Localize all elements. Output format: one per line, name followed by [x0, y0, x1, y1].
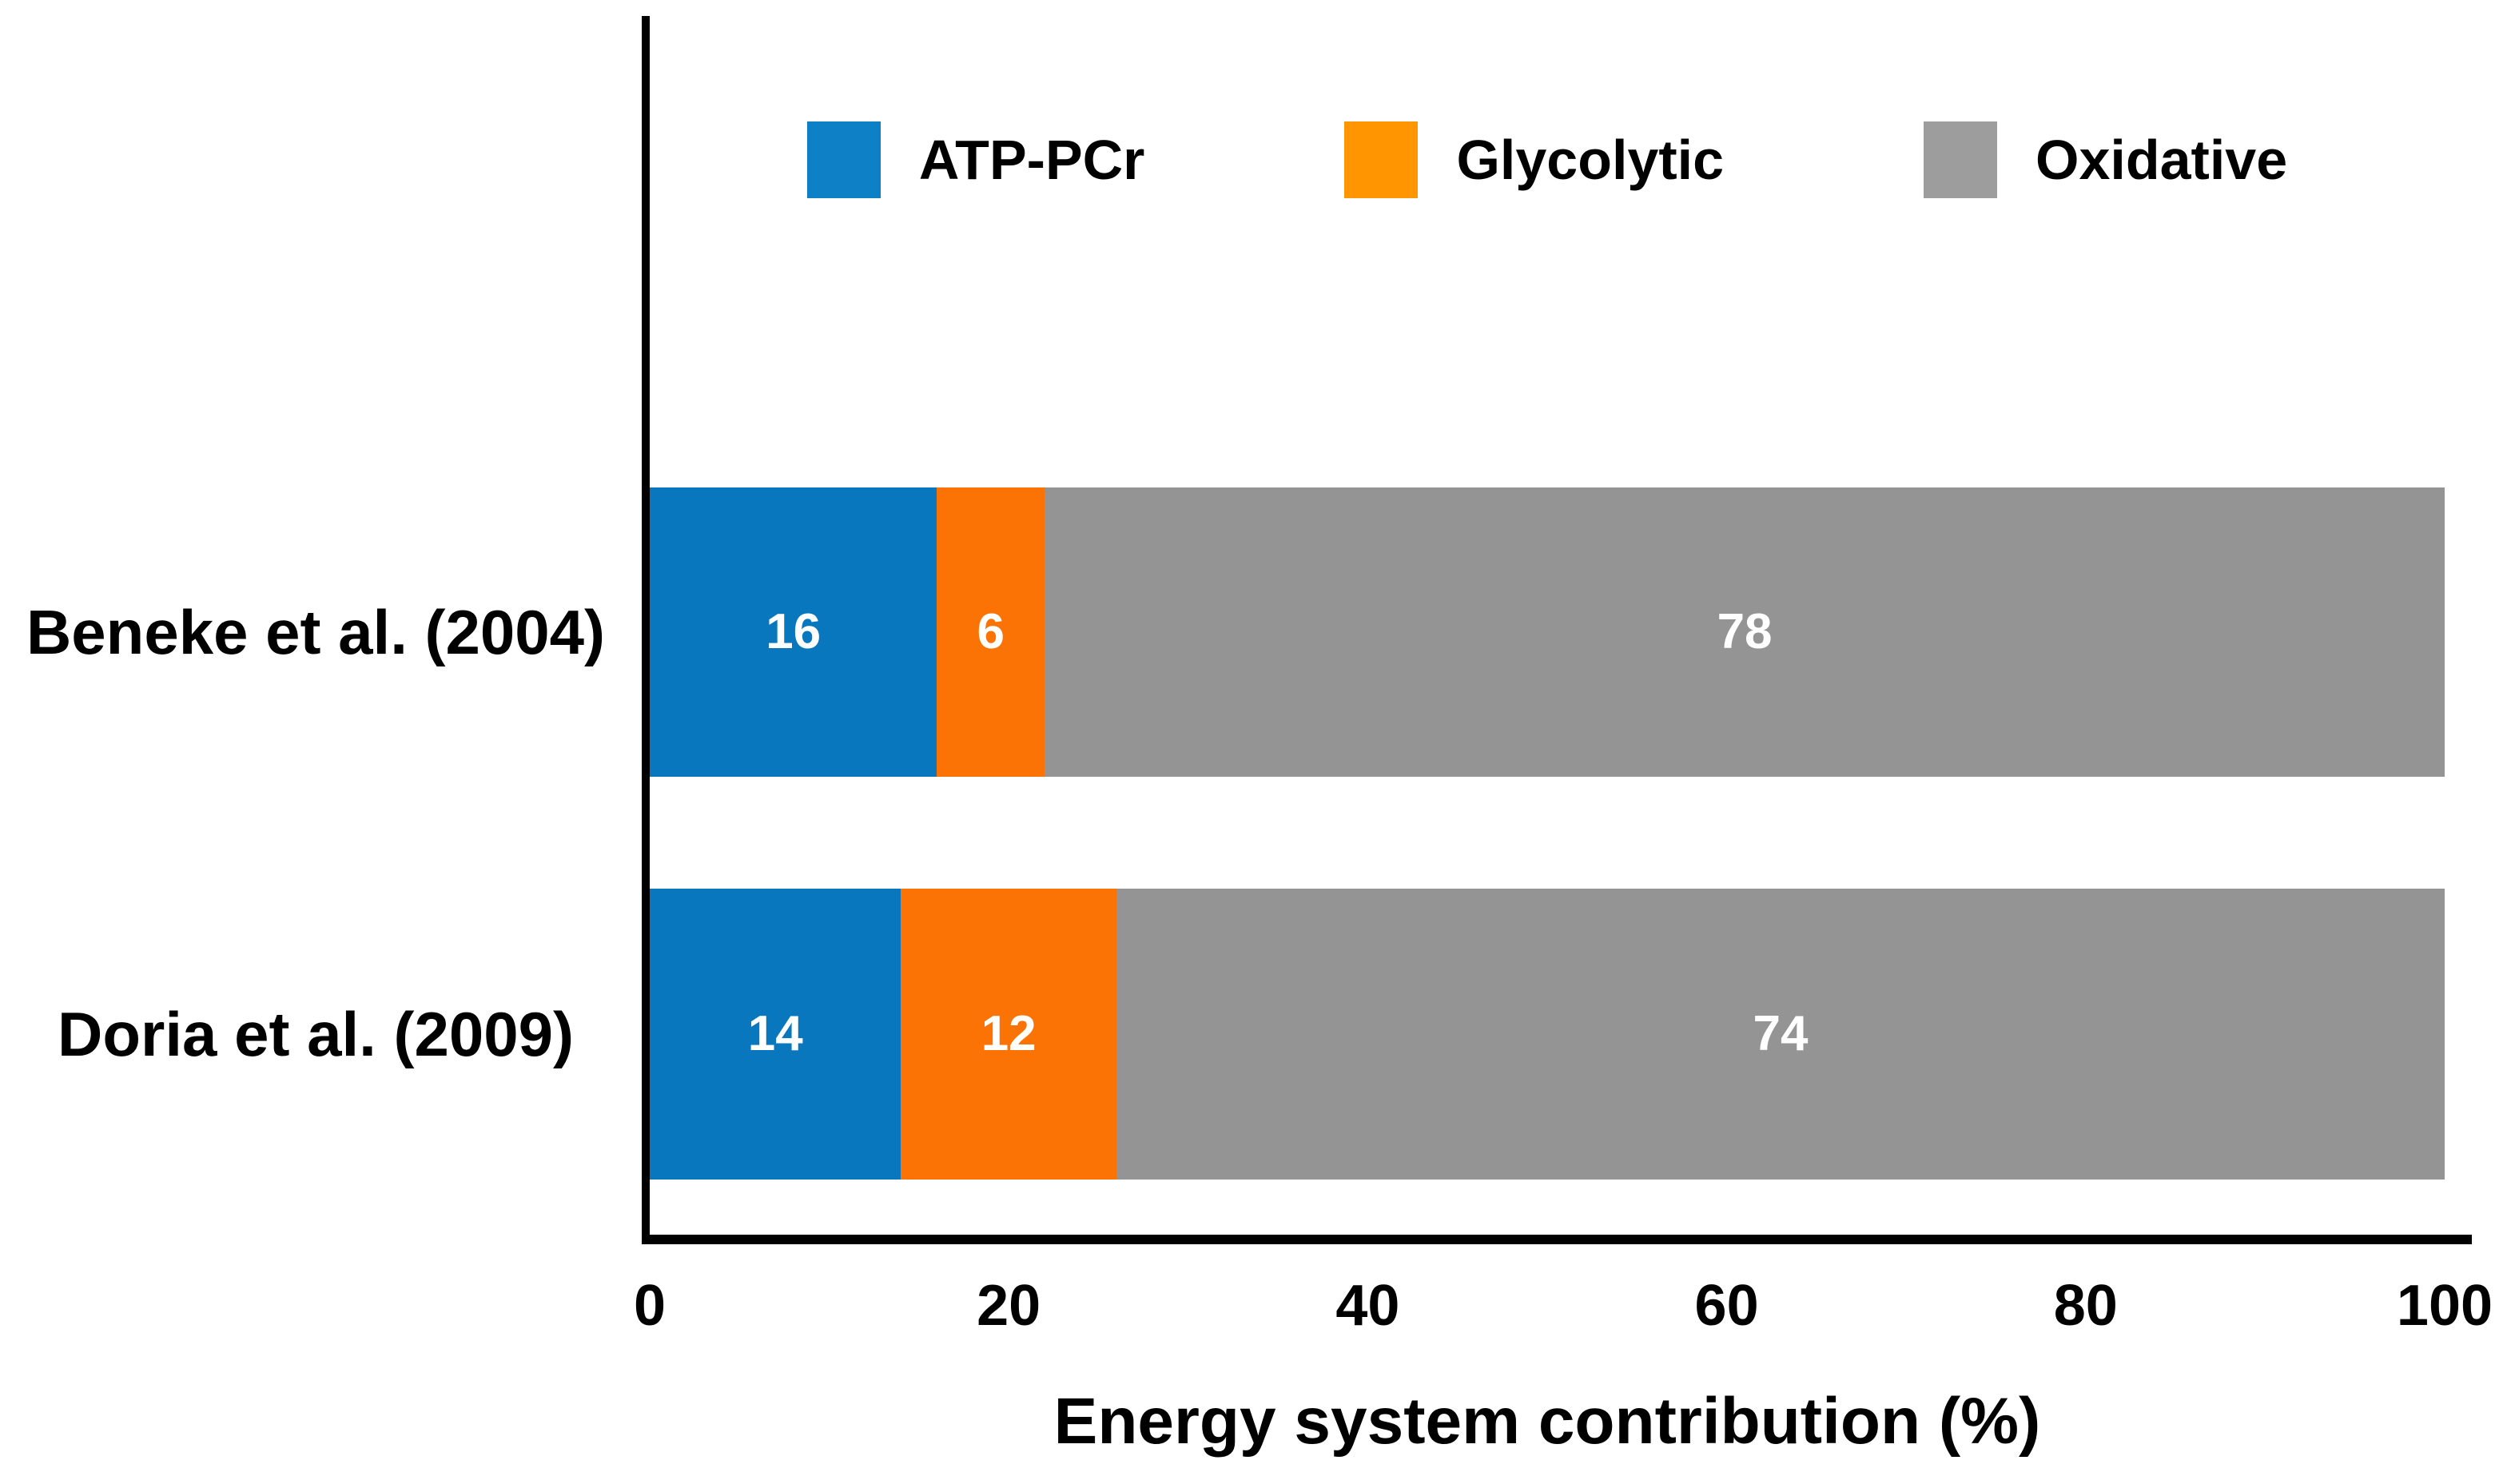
x-axis-title: Energy system contribution (%) [1053, 1385, 2041, 1458]
bar-segment-oxidative: 74 [1116, 889, 2445, 1180]
segment-value-label: 78 [1717, 604, 1773, 659]
bar-track: 16 6 78 [650, 487, 2445, 777]
legend-swatch-glycolytic-icon [1344, 121, 1419, 198]
bar-row-doria-et-al-2009: Doria et al. (2009) 14 12 74 [0, 889, 2515, 1180]
bar-segment-glycolytic: 12 [901, 889, 1116, 1180]
y-axis-line [642, 16, 650, 1244]
segment-value-label: 6 [977, 604, 1005, 659]
legend-swatch-atp-pcr-icon [806, 121, 881, 198]
category-label: Doria et al. (2009) [58, 999, 574, 1069]
segment-value-label: 14 [747, 1006, 803, 1061]
bar-segment-atp-pcr: 16 [650, 487, 937, 777]
x-tick-label: 40 [1335, 1274, 1400, 1338]
bar-segment-oxidative: 78 [1045, 487, 2445, 777]
bar-row-beneke-et-al-2004: Beneke et al. (2004) 16 6 78 [0, 487, 2515, 777]
legend-label: Oxidative [2035, 129, 2288, 191]
x-axis-line [642, 1235, 2472, 1244]
legend-label: ATP-PCr [918, 129, 1145, 191]
legend-swatch-oxidative-icon [1924, 121, 1998, 198]
x-tick-label: 0 [633, 1274, 667, 1338]
x-tick-label: 100 [2396, 1274, 2493, 1338]
bar-track: 14 12 74 [650, 889, 2445, 1180]
legend-item-oxidative: Oxidative [1924, 121, 2287, 198]
segment-value-label: 74 [1753, 1006, 1809, 1061]
category-label: Beneke et al. (2004) [26, 597, 606, 667]
legend-label: Glycolytic [1456, 129, 1725, 191]
x-tick-label: 20 [977, 1274, 1041, 1338]
segment-value-label: 16 [766, 604, 822, 659]
segment-value-label: 12 [981, 1006, 1037, 1061]
bar-segment-glycolytic: 6 [937, 487, 1045, 777]
legend-item-atp-pcr: ATP-PCr [806, 121, 1145, 198]
x-axis-ticks: 0 20 40 60 80 100 [634, 1274, 2493, 1353]
x-tick-label: 80 [2053, 1274, 2118, 1338]
legend-item-glycolytic: Glycolytic [1344, 121, 1724, 198]
x-tick-label: 60 [1694, 1274, 1759, 1338]
chart-legend: ATP-PCr Glycolytic Oxidative [650, 120, 2445, 200]
bar-segment-atp-pcr: 14 [650, 889, 901, 1180]
